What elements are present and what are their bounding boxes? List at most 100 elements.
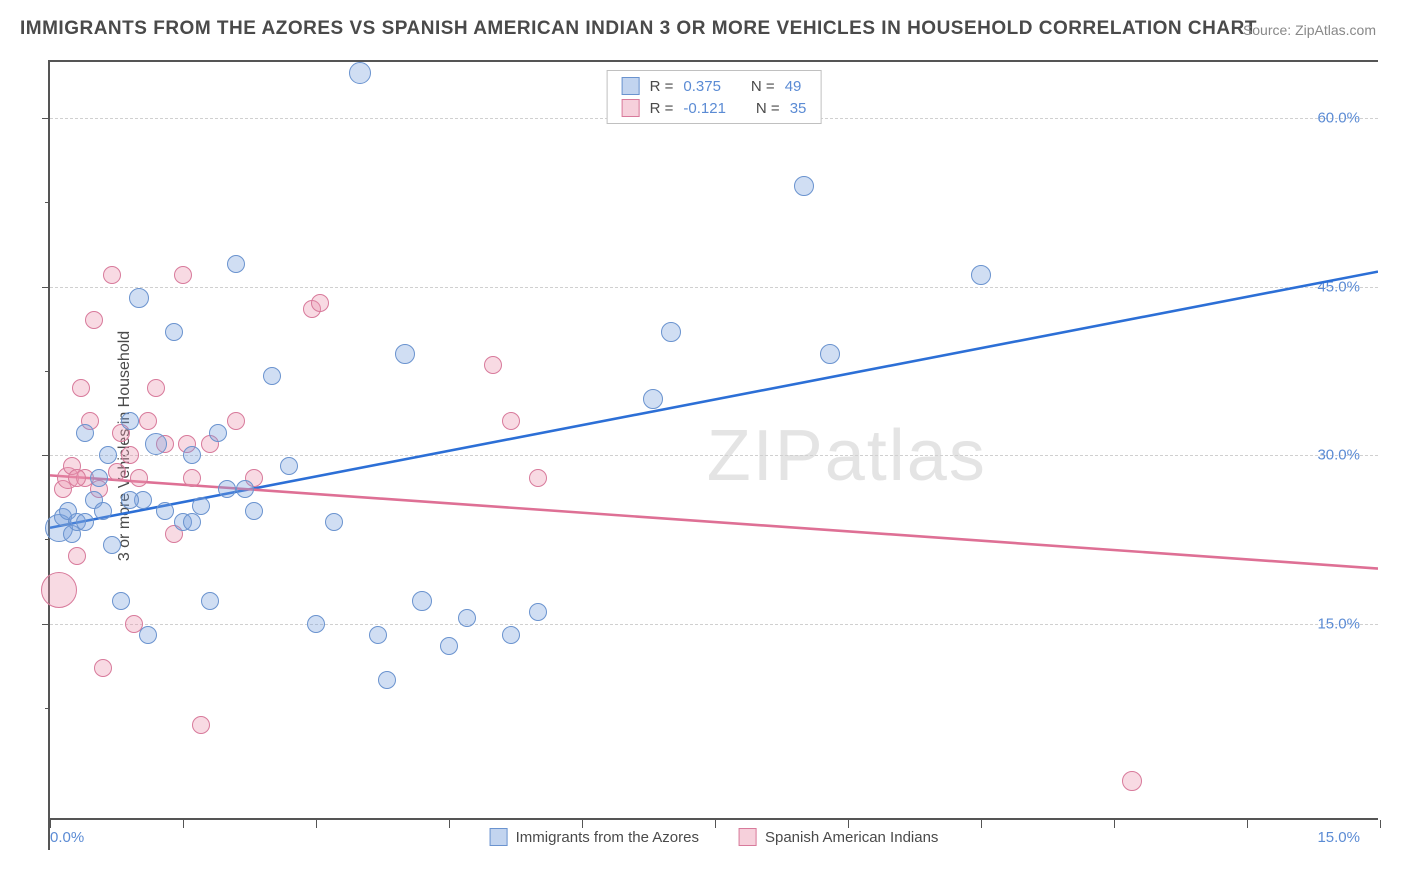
scatter-point-blue [145, 433, 167, 455]
scatter-point-blue [94, 502, 112, 520]
scatter-point-blue [192, 497, 210, 515]
x-tick [1380, 820, 1381, 828]
r-label: R = [650, 100, 674, 117]
scatter-point-blue [156, 502, 174, 520]
n-value: 35 [790, 100, 807, 117]
x-tick [183, 820, 184, 828]
legend-label: Immigrants from the Azores [516, 829, 699, 846]
scatter-point-blue [661, 322, 681, 342]
scatter-point-blue [227, 255, 245, 273]
swatch-pink [622, 99, 640, 117]
legend-item: Spanish American Indians [739, 828, 938, 846]
gridline [50, 455, 1378, 456]
scatter-point-pink [41, 572, 77, 608]
scatter-point-blue [412, 591, 432, 611]
y-minor-tick [45, 371, 50, 372]
scatter-point-blue [236, 480, 254, 498]
scatter-point-blue [245, 502, 263, 520]
scatter-point-blue [209, 424, 227, 442]
scatter-point-pink [484, 356, 502, 374]
scatter-point-pink [68, 469, 86, 487]
r-value: -0.121 [683, 100, 726, 117]
scatter-point-pink [85, 311, 103, 329]
y-tick-label: 60.0% [1317, 110, 1360, 127]
scatter-point-blue [280, 457, 298, 475]
scatter-point-blue [165, 323, 183, 341]
chart-title: IMMIGRANTS FROM THE AZORES VS SPANISH AM… [20, 18, 1257, 40]
scatter-point-blue [378, 671, 396, 689]
scatter-point-blue [99, 446, 117, 464]
scatter-point-pink [139, 412, 157, 430]
stats-row: R = 0.375 N = 49 [622, 77, 807, 95]
r-value: 0.375 [683, 78, 721, 95]
scatter-point-blue [112, 592, 130, 610]
scatter-point-blue [325, 513, 343, 531]
y-tick [42, 287, 50, 288]
y-minor-tick [45, 708, 50, 709]
scatter-point-blue [529, 603, 547, 621]
x-tick [449, 820, 450, 828]
x-tick [981, 820, 982, 828]
scatter-point-blue [971, 265, 991, 285]
x-tick [582, 820, 583, 828]
y-minor-tick [45, 539, 50, 540]
scatter-point-pink [130, 469, 148, 487]
scatter-point-blue [183, 446, 201, 464]
scatter-point-blue [502, 626, 520, 644]
scatter-point-blue [458, 609, 476, 627]
stats-row: R = -0.121 N = 35 [622, 99, 807, 117]
y-tick-label: 45.0% [1317, 278, 1360, 295]
swatch-pink [739, 828, 757, 846]
source-name: ZipAtlas.com [1295, 22, 1376, 38]
scatter-point-blue [218, 480, 236, 498]
r-label: R = [650, 78, 674, 95]
scatter-point-pink [529, 469, 547, 487]
scatter-point-blue [440, 637, 458, 655]
scatter-point-blue [129, 288, 149, 308]
chart-plot-area: ZIPatlas R = 0.375 N = 49 R = -0.121 N =… [48, 60, 1378, 850]
scatter-point-blue [395, 344, 415, 364]
bottom-legend: Immigrants from the Azores Spanish Ameri… [490, 828, 939, 846]
swatch-blue [622, 77, 640, 95]
scatter-point-blue [139, 626, 157, 644]
y-tick-label: 15.0% [1317, 615, 1360, 632]
scatter-point-pink [227, 412, 245, 430]
scatter-point-pink [1122, 771, 1142, 791]
scatter-point-blue [201, 592, 219, 610]
y-tick-label: 30.0% [1317, 447, 1360, 464]
swatch-blue [490, 828, 508, 846]
scatter-point-pink [311, 294, 329, 312]
source-label: Source: [1243, 22, 1295, 38]
y-tick [42, 624, 50, 625]
scatter-point-pink [183, 469, 201, 487]
scatter-point-pink [502, 412, 520, 430]
scatter-point-pink [108, 463, 126, 481]
y-minor-tick [45, 202, 50, 203]
n-label: N = [756, 100, 780, 117]
scatter-point-blue [794, 176, 814, 196]
scatter-point-pink [94, 659, 112, 677]
scatter-point-blue [643, 389, 663, 409]
scatter-point-pink [174, 266, 192, 284]
gridline [50, 287, 1378, 288]
scatter-point-pink [68, 547, 86, 565]
x-tick [1114, 820, 1115, 828]
scatter-point-blue [103, 536, 121, 554]
scatter-point-blue [820, 344, 840, 364]
scatter-point-blue [121, 491, 139, 509]
x-tick [715, 820, 716, 828]
x-axis-min-label: 0.0% [50, 829, 84, 846]
scatter-point-blue [90, 469, 108, 487]
scatter-point-blue [76, 424, 94, 442]
x-tick [50, 820, 51, 828]
stats-legend-box: R = 0.375 N = 49 R = -0.121 N = 35 [607, 70, 822, 124]
x-tick [316, 820, 317, 828]
scatter-point-blue [121, 412, 139, 430]
scatter-point-pink [103, 266, 121, 284]
scatter-point-pink [121, 446, 139, 464]
x-tick [848, 820, 849, 828]
x-axis-max-label: 15.0% [1317, 829, 1360, 846]
x-tick [1247, 820, 1248, 828]
scatter-point-blue [76, 513, 94, 531]
x-axis [50, 818, 1378, 820]
